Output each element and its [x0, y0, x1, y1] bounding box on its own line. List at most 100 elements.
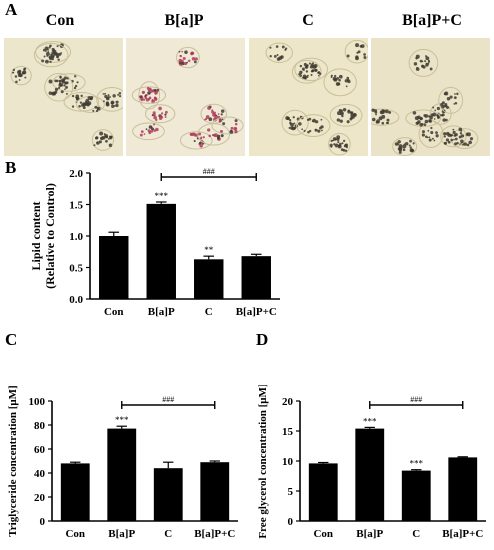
significance-label: ***: [115, 415, 129, 425]
lipid-droplet: [233, 126, 238, 131]
lipid-droplet: [184, 50, 188, 54]
lipid-droplet: [311, 69, 315, 73]
chart-free-glycerol: 0 5 10 15 20 Con *** B[a]P *** C B[a]P+C ### Free gl…: [257, 385, 486, 540]
lipid-droplet: [298, 122, 302, 126]
lipid-droplet: [118, 94, 122, 98]
lipid-droplet: [155, 127, 159, 132]
lipid-droplet: [415, 54, 420, 59]
lipid-droplet: [456, 141, 459, 145]
category-label: C: [205, 306, 213, 318]
lipid-droplet: [105, 139, 108, 143]
lipid-droplet: [108, 143, 113, 148]
lipid-droplet: [48, 55, 52, 59]
bar: [200, 462, 230, 521]
micrograph-label-con: Con: [45, 12, 75, 29]
lipid-droplet: [56, 56, 58, 59]
category-label: B[a]P+C: [236, 306, 277, 318]
lipid-droplet: [338, 78, 341, 82]
lipid-droplet: [52, 91, 57, 96]
lipid-droplet: [49, 60, 52, 64]
lipid-droplet: [178, 50, 181, 53]
micrograph-con: [4, 38, 123, 156]
lipid-droplet: [423, 123, 427, 127]
lipid-droplet: [284, 47, 288, 50]
cell-outline: [63, 91, 100, 112]
cell-outline: [296, 114, 331, 138]
cell-outline: [145, 104, 176, 124]
significance-label: ***: [410, 459, 424, 469]
lipid-droplet: [308, 62, 311, 65]
lipid-droplet: [63, 84, 66, 87]
lipid-droplet: [446, 96, 451, 101]
lipid-droplet: [164, 116, 167, 118]
bracket-label: ###: [162, 395, 174, 404]
category-label: Con: [313, 528, 333, 540]
lipid-droplet: [104, 134, 109, 138]
lipid-droplet: [289, 118, 292, 122]
lipid-droplet: [329, 143, 333, 147]
lipid-droplet: [428, 136, 431, 139]
lipid-droplet: [94, 105, 98, 109]
lipid-droplet: [436, 114, 439, 117]
lipid-droplet: [292, 116, 295, 119]
lipid-droplet: [41, 59, 45, 63]
lipid-droplet: [187, 59, 191, 63]
lipid-droplet: [341, 142, 344, 145]
significance-label: ***: [155, 191, 169, 201]
lipid-droplet: [341, 112, 344, 115]
lipid-droplet: [333, 74, 337, 78]
lipid-droplet: [150, 130, 154, 133]
lipid-droplet: [290, 126, 294, 130]
lipid-droplet: [278, 56, 283, 60]
lipid-droplet: [204, 118, 206, 121]
lipid-droplet: [346, 76, 350, 80]
cell-outline: [132, 122, 165, 141]
lipid-droplet: [453, 134, 457, 137]
cell-outline: [405, 109, 442, 127]
lipid-droplet: [423, 114, 427, 117]
lipid-droplet: [288, 126, 291, 129]
lipid-droplet: [430, 130, 434, 135]
lipid-droplet: [344, 79, 348, 83]
lipid-droplet: [193, 139, 196, 143]
lipid-droplet: [54, 87, 59, 92]
lipid-droplet: [151, 99, 154, 102]
lipid-droplet: [104, 94, 108, 99]
lipid-droplet: [310, 73, 313, 77]
lipid-droplet: [336, 135, 341, 140]
lipid-droplet: [347, 110, 351, 114]
lipid-droplet: [412, 111, 417, 115]
lipid-droplet: [73, 86, 77, 90]
chart-lipid-content: 0.0 0.5 1.0 1.5 2.0 Con *** B[a]P ** C B[a]P+C ### L…: [29, 167, 280, 318]
cell-outline: [138, 81, 161, 110]
lipid-droplet: [334, 143, 339, 148]
lipid-droplet: [107, 94, 110, 97]
lipid-droplet: [275, 45, 279, 48]
lipid-droplet: [460, 139, 464, 144]
cell-outline: [10, 65, 32, 86]
cell-outline: [44, 73, 74, 102]
lipid-droplet: [48, 91, 52, 95]
lipid-droplet: [441, 113, 445, 117]
lipid-droplet: [453, 138, 455, 141]
micrograph-background: [126, 38, 245, 156]
lipid-droplet: [425, 56, 430, 61]
y-axis-label: (Relative to Control): [43, 183, 57, 289]
cell-outline: [131, 86, 167, 104]
lipid-droplet: [109, 96, 111, 98]
lipid-droplet: [433, 139, 436, 142]
bracket-label: ###: [410, 395, 422, 404]
lipid-droplet: [200, 136, 203, 139]
lipid-droplet: [447, 133, 452, 137]
lipid-droplet: [386, 118, 390, 122]
lipid-droplet: [152, 111, 156, 115]
lipid-droplet: [381, 109, 385, 113]
lipid-droplet: [299, 70, 303, 75]
lipid-droplet: [215, 114, 218, 117]
significance-label: ***: [363, 416, 377, 426]
lipid-droplet: [417, 115, 421, 120]
lipid-droplet: [45, 51, 50, 56]
bar: [99, 236, 129, 299]
lipid-droplet: [198, 132, 202, 136]
lipid-droplet: [337, 144, 342, 149]
